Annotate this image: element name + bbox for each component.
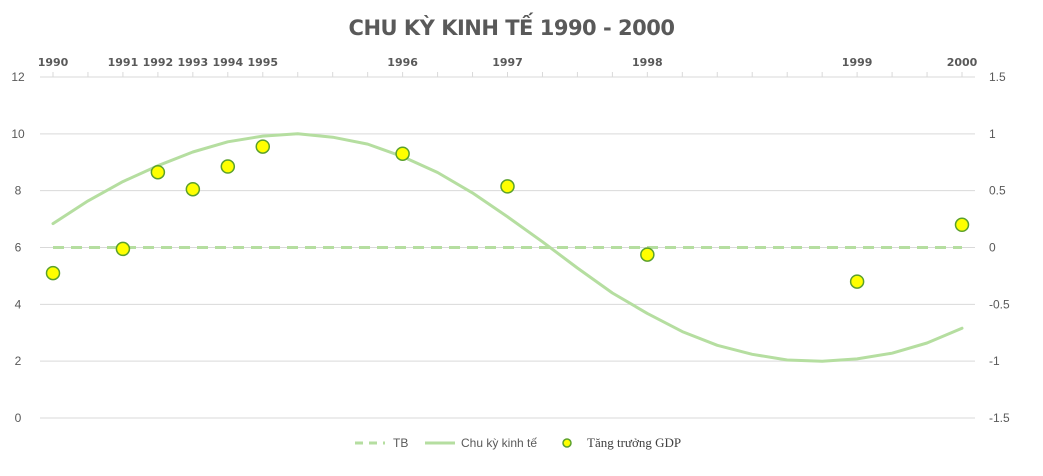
gdp-point — [45, 265, 61, 281]
year-label: 2000 — [947, 56, 978, 69]
right-tick-label: -1.5 — [989, 411, 1010, 425]
gdp-point — [849, 274, 865, 289]
left-tick-label: 2 — [15, 354, 22, 368]
right-axis-ticks: -1.5 -1 -0.5 0 0.5 1 1.5 — [989, 70, 1010, 425]
left-axis-ticks: 0 2 4 6 8 10 12 — [11, 70, 25, 425]
left-tick-label: 6 — [15, 241, 22, 255]
legend-cycle-label: Chu kỳ kinh tế — [461, 436, 537, 450]
gdp-point — [150, 164, 166, 180]
gdp-point — [500, 179, 515, 194]
right-tick-label: -1 — [989, 354, 1000, 368]
legend-tb-label: TB — [393, 436, 408, 450]
gdp-point — [185, 181, 201, 197]
year-label: 1999 — [842, 56, 873, 69]
year-label: 1991 — [108, 56, 139, 69]
gdp-point — [220, 159, 236, 174]
right-tick-label: 0 — [989, 241, 996, 255]
right-tick-label: 0.5 — [989, 184, 1006, 198]
year-label: 1995 — [247, 56, 278, 69]
grid-lines — [40, 76, 975, 419]
left-tick-label: 10 — [11, 127, 25, 141]
gdp-point — [115, 241, 131, 257]
right-tick-label: 1 — [989, 127, 996, 141]
year-label: 1997 — [492, 56, 523, 69]
gdp-point — [255, 139, 271, 154]
right-tick-label: 1.5 — [989, 70, 1006, 84]
series-cycle-line — [51, 132, 964, 363]
series-layer — [45, 132, 970, 363]
year-label: 1990 — [38, 56, 69, 69]
gdp-point — [954, 217, 970, 233]
x-axis-year-labels: 1990 1991 1992 1993 1994 1995 1996 1997 1998 1999… — [38, 56, 978, 77]
right-tick-label: -0.5 — [989, 297, 1010, 311]
year-label: 1992 — [143, 56, 174, 69]
legend-gdp-label: Tăng trưởng GDP — [587, 435, 681, 450]
gdp-point — [640, 247, 655, 262]
year-label: 1994 — [212, 56, 243, 69]
year-label: 1996 — [387, 56, 418, 69]
legend-gdp-swatch — [562, 438, 572, 448]
year-label: 1998 — [632, 56, 663, 69]
chart-title: CHU KỲ KINH TẾ 1990 - 2000 — [348, 16, 675, 40]
left-tick-label: 4 — [15, 297, 22, 311]
left-tick-label: 12 — [11, 70, 25, 84]
left-tick-label: 8 — [15, 184, 22, 198]
left-tick-label: 0 — [15, 411, 22, 425]
year-label: 1993 — [178, 56, 209, 69]
gdp-point — [395, 146, 410, 161]
legend: TB Chu kỳ kinh tế Tăng trưởng GDP — [355, 435, 681, 450]
